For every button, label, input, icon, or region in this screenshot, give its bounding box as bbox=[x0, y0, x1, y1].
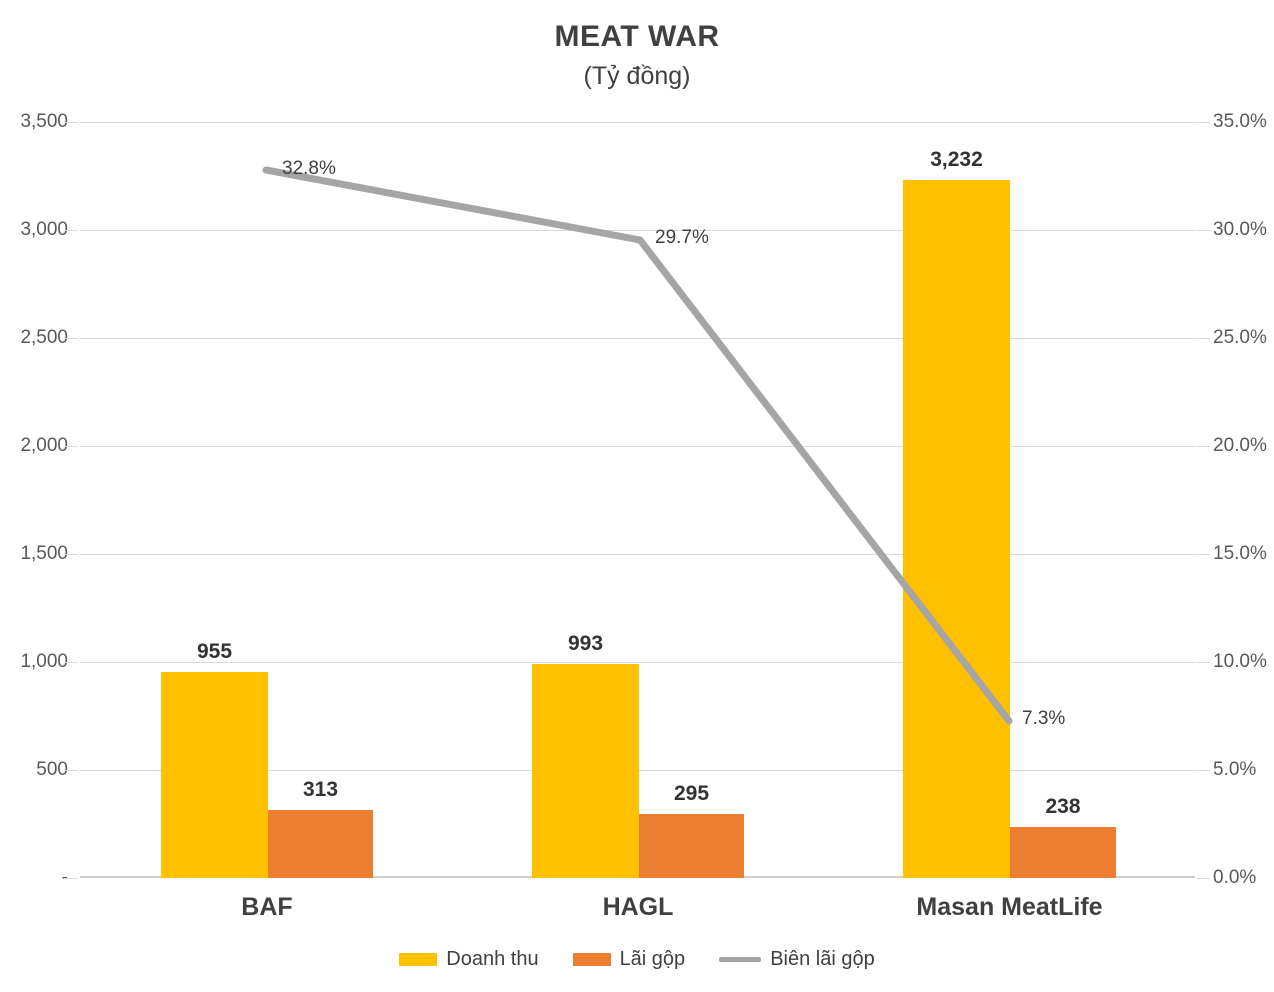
left-axis-tick-500: 500 bbox=[36, 759, 68, 780]
tickmark-left bbox=[64, 230, 78, 231]
right-axis-tick-5: 5.0% bbox=[1213, 759, 1257, 780]
tickmark-right bbox=[1196, 878, 1210, 879]
bar-label-grossprofit-masan: 238 bbox=[1045, 795, 1081, 818]
left-axis-tick-3500: 3,500 bbox=[20, 111, 68, 132]
tickmark-left bbox=[64, 122, 78, 123]
bar-label-revenue-baf: 955 bbox=[196, 640, 233, 663]
left-axis-tick-1500: 1,500 bbox=[20, 543, 68, 564]
right-axis-tick-35: 35.0% bbox=[1213, 111, 1267, 132]
bar-label-revenue-hagl: 993 bbox=[567, 632, 604, 655]
bar-label-grossprofit-baf: 313 bbox=[302, 778, 339, 801]
chart-subtitle: (Tỷ đồng) bbox=[583, 62, 691, 90]
legend-swatch-icon-grossprofit bbox=[572, 953, 611, 966]
bar-label-grossprofit-hagl: 295 bbox=[673, 782, 710, 805]
tickmark-right bbox=[1196, 770, 1210, 771]
legend-label-grossmargin: Biên lãi gộp bbox=[770, 948, 875, 970]
legend-item-grossprofit[interactable]: Lãi gộp bbox=[572, 948, 686, 971]
gridline bbox=[80, 338, 1195, 339]
tickmark-right bbox=[1196, 338, 1210, 339]
tickmark-left bbox=[64, 446, 78, 447]
tickmark-left bbox=[64, 338, 78, 339]
tickmark-left bbox=[64, 770, 78, 771]
legend-item-grossmargin[interactable]: Biên lãi gộp bbox=[719, 948, 875, 971]
left-axis-tick-2500: 2,500 bbox=[20, 327, 68, 348]
right-axis-tick-10: 10.0% bbox=[1213, 651, 1267, 672]
legend-line-icon-grossmargin bbox=[719, 957, 762, 962]
bar-grossprofit-baf[interactable] bbox=[268, 810, 373, 878]
right-axis-tick-30: 30.0% bbox=[1213, 219, 1267, 240]
gridline bbox=[80, 446, 1195, 447]
legend-item-revenue[interactable]: Doanh thu bbox=[399, 948, 539, 971]
plot-area bbox=[80, 122, 1195, 878]
bar-revenue-masan[interactable] bbox=[903, 180, 1010, 878]
left-axis-tick-0: - bbox=[0, 867, 68, 889]
chart-title: MEAT WAR bbox=[554, 20, 720, 53]
bar-revenue-hagl[interactable] bbox=[532, 664, 639, 878]
tickmark-right bbox=[1196, 662, 1210, 663]
right-axis-tick-20: 20.0% bbox=[1213, 435, 1267, 456]
gridline bbox=[80, 230, 1195, 231]
tickmark-right bbox=[1196, 230, 1210, 231]
right-axis-tick-0: 0.0% bbox=[1213, 867, 1257, 888]
left-axis-tick-1000: 1,000 bbox=[20, 651, 68, 672]
gridline bbox=[80, 122, 1195, 123]
legend-swatch-icon-revenue bbox=[399, 953, 438, 966]
category-label-baf: BAF bbox=[241, 893, 293, 921]
tickmark-left bbox=[64, 662, 78, 663]
right-axis-tick-15: 15.0% bbox=[1213, 543, 1267, 564]
bar-grossprofit-hagl[interactable] bbox=[639, 814, 744, 878]
tickmark-right bbox=[1196, 554, 1210, 555]
left-axis-tick-2000: 2,000 bbox=[20, 435, 68, 456]
legend-label-revenue: Doanh thu bbox=[446, 948, 539, 970]
chart-legend: Doanh thu Lãi gộp Biên lãi gộp bbox=[0, 948, 1274, 971]
bar-label-revenue-masan: 3,232 bbox=[930, 148, 983, 171]
tickmark-right bbox=[1196, 122, 1210, 123]
gridline bbox=[80, 554, 1195, 555]
tickmark-right bbox=[1196, 446, 1210, 447]
line-label-baf: 32.8% bbox=[282, 158, 336, 179]
bar-grossprofit-masan[interactable] bbox=[1010, 827, 1116, 878]
bar-revenue-baf[interactable] bbox=[161, 672, 268, 878]
right-axis-tick-25: 25.0% bbox=[1213, 327, 1267, 348]
line-label-masan: 7.3% bbox=[1022, 708, 1066, 729]
tickmark-left bbox=[64, 554, 78, 555]
tickmark-left bbox=[64, 878, 78, 879]
line-label-hagl: 29.7% bbox=[655, 227, 709, 248]
category-label-hagl: HAGL bbox=[602, 893, 674, 921]
legend-label-grossprofit: Lãi gộp bbox=[619, 948, 686, 970]
left-axis-tick-3000: 3,000 bbox=[20, 219, 68, 240]
category-label-masan: Masan MeatLife bbox=[916, 893, 1103, 921]
